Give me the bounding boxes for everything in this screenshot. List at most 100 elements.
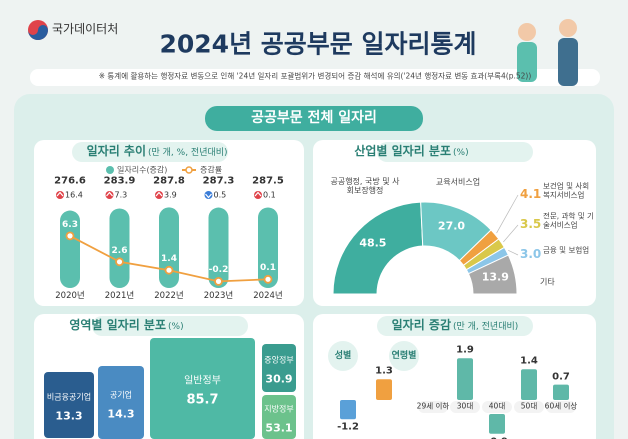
title: 2024년 공공부문 일자리통계 [159, 29, 477, 59]
category-label: 일반정부 [184, 374, 221, 386]
change-arrow [56, 191, 64, 197]
rate-label: 0.1 [260, 263, 276, 274]
leader-line [496, 194, 519, 234]
section-title: 공공부문 전체 일자리 [251, 109, 377, 126]
rate-point [65, 231, 75, 241]
legend-label: 증감률 [200, 165, 223, 175]
category-chip [546, 401, 576, 413]
value-label: 1.3 [375, 365, 393, 377]
category-chip [482, 401, 512, 413]
rate-label: -0.2 [208, 265, 229, 276]
value-label: -1.2 [337, 421, 359, 433]
x-tick-label: 2023년 [203, 291, 234, 302]
rate-label: 2.6 [111, 245, 128, 256]
value-label: -0.9 [486, 436, 508, 439]
card-subtitle: (만 개, %, 전년대비) [148, 147, 228, 158]
donut-segment [467, 254, 518, 295]
rate-point [263, 274, 273, 284]
card-header [72, 142, 228, 162]
card-title: 영역별 일자리 분포 [69, 318, 166, 333]
area-block [44, 372, 94, 438]
bar [60, 210, 80, 288]
agency: 국가데이터처 [52, 22, 119, 37]
value-label: 1.9 [456, 344, 474, 356]
card-title: 산업별 일자리 분포 [354, 144, 451, 159]
category-label: 금융 및 보험업 [543, 245, 590, 255]
donut-segment [332, 201, 424, 295]
rate-label: 1.4 [161, 254, 177, 265]
value-label: 276.6 [54, 175, 86, 187]
bar [208, 207, 229, 288]
value-label: 1.4 [520, 355, 538, 367]
change-marker [254, 191, 262, 199]
card-header [92, 316, 248, 336]
x-tick-label: 29세 이하 [416, 401, 450, 411]
legend-swatch [185, 166, 193, 174]
x-tick-label: 2020년 [55, 291, 85, 302]
change-marker [155, 191, 163, 199]
rate-point [214, 276, 223, 286]
bar [376, 379, 392, 400]
illustration [517, 19, 578, 86]
category-chip [514, 401, 544, 413]
bar [109, 208, 130, 288]
change-marker [204, 191, 213, 199]
section-label: 성별 [334, 350, 352, 361]
bar [553, 384, 569, 400]
change-label: 3.9 [164, 190, 177, 200]
rate-point [164, 265, 174, 275]
area-block [262, 395, 296, 439]
x-tick-label: 30대 [456, 401, 474, 411]
category-label: 전문, 과학 및 기술서비스업 [543, 211, 594, 229]
category-chip [450, 401, 480, 413]
bar [159, 207, 179, 288]
value-label: 85.7 [186, 392, 219, 408]
change-marker [56, 191, 64, 199]
note: ※ 통계에 활용하는 행정자료 변동으로 인해 '24년 일자리 포괄범위가 변… [98, 71, 532, 81]
value-label: 3.5 [520, 217, 542, 232]
legend-swatch [106, 166, 114, 174]
bar [258, 207, 278, 288]
card-subtitle: (%) [168, 321, 184, 332]
change-label: 0.1 [263, 190, 276, 200]
section-label: 연령별 [391, 350, 417, 361]
category-label: 지방정부 [264, 404, 294, 414]
note-bg [30, 69, 600, 86]
x-tick-label: 60세 이상 [544, 401, 578, 411]
rate-label: 6.3 [62, 219, 78, 230]
card-subtitle: (만 개, 전년대비) [453, 321, 519, 332]
x-tick-label: 2024년 [253, 291, 283, 302]
category-label: 보건업 및 사회복지서비스업 [543, 181, 590, 199]
change-arrow [254, 191, 262, 197]
value-label: 48.5 [359, 236, 387, 250]
rate-point [115, 257, 124, 267]
area-block [98, 366, 144, 439]
change-label: 16.4 [65, 190, 83, 200]
x-tick-label: 40대 [488, 401, 506, 411]
value-label: 0.7 [552, 370, 570, 382]
change-arrow [106, 191, 113, 197]
value-label: 14.3 [107, 407, 135, 421]
change-arrow [155, 191, 163, 197]
bar [489, 414, 505, 434]
category-label: 중앙정부 [264, 355, 294, 365]
area-block [150, 338, 255, 439]
value-label: 287.8 [153, 175, 185, 187]
value-label: 287.3 [202, 175, 235, 187]
section-badge [328, 341, 358, 371]
area-block [262, 344, 296, 392]
value-label: 13.3 [55, 409, 83, 423]
category-label: 비금융공기업 [46, 392, 92, 402]
category-label: 공공행정, 국방 및 사회보장행정 [330, 176, 400, 195]
bar [457, 358, 473, 400]
change-marker [105, 191, 114, 199]
category-label: 공기업 [109, 389, 133, 399]
logo-part [28, 25, 48, 40]
card-title: 일자리 증감 [391, 318, 451, 333]
category-chip [418, 401, 448, 413]
change-arrow [205, 193, 212, 199]
leader-line [508, 249, 519, 256]
card-title: 일자리 추이 [86, 144, 146, 159]
card-header [377, 316, 533, 336]
